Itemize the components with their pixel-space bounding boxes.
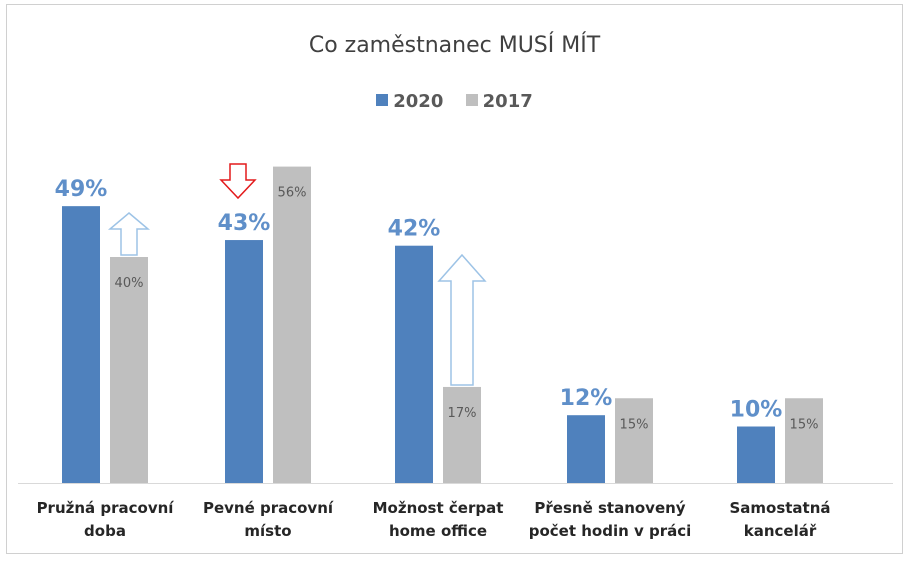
- data-label-2017-0: 40%: [115, 276, 144, 291]
- bar-2017-1: [273, 166, 311, 483]
- bar-2017-3: [615, 398, 653, 483]
- data-label-2020-2: 42%: [388, 217, 441, 242]
- arrow-up-annotation-0: [107, 212, 151, 256]
- bar-2017-0: [110, 257, 148, 483]
- legend: 2020 2017: [7, 91, 902, 112]
- data-label-2017-3: 15%: [620, 417, 649, 432]
- category-label-0-1: doba: [84, 522, 126, 540]
- data-label-2020-0: 49%: [55, 177, 108, 202]
- bar-2020-4: [737, 426, 775, 483]
- arrow-down-annotation-1: [219, 163, 257, 200]
- category-label-4-0: Samostatná: [729, 499, 830, 517]
- bar-2020-0: [62, 206, 100, 483]
- data-label-2017-1: 56%: [278, 186, 307, 201]
- bar-2017-4: [785, 398, 823, 483]
- bar-2020-1: [225, 240, 263, 483]
- category-label-2-1: home office: [389, 522, 487, 540]
- arrow-up-annotation-2: [437, 253, 487, 386]
- bar-2020-3: [567, 415, 605, 483]
- legend-item-2020: 2020: [376, 91, 443, 112]
- category-label-2-0: Možnost čerpat: [373, 499, 504, 517]
- bar-2017-2: [443, 386, 481, 483]
- data-label-2020-3: 12%: [560, 386, 613, 411]
- legend-swatch-2020: [376, 94, 389, 106]
- data-label-2020-1: 43%: [218, 211, 271, 236]
- data-label-2017-4: 15%: [790, 417, 819, 432]
- category-label-4-1: kancelář: [744, 522, 817, 540]
- chart-title: Co zaměstnanec MUSÍ MÍT: [308, 33, 601, 58]
- category-label-3-0: Přesně stanovený: [534, 499, 685, 517]
- data-label-2020-4: 10%: [730, 398, 783, 423]
- legend-item-2017: 2017: [465, 91, 533, 112]
- category-label-1-0: Pevné pracovní: [203, 499, 334, 517]
- legend-label-2020: 2020: [393, 91, 444, 112]
- category-label-3-1: počet hodin v práci: [529, 522, 692, 540]
- data-label-2017-2: 17%: [448, 406, 477, 421]
- legend-swatch-2017: [465, 94, 478, 106]
- category-label-0-0: Pružná pracovní: [37, 499, 175, 517]
- bar-2020-2: [395, 245, 433, 483]
- legend-label-2017: 2017: [482, 91, 533, 112]
- category-label-1-1: místo: [244, 522, 291, 540]
